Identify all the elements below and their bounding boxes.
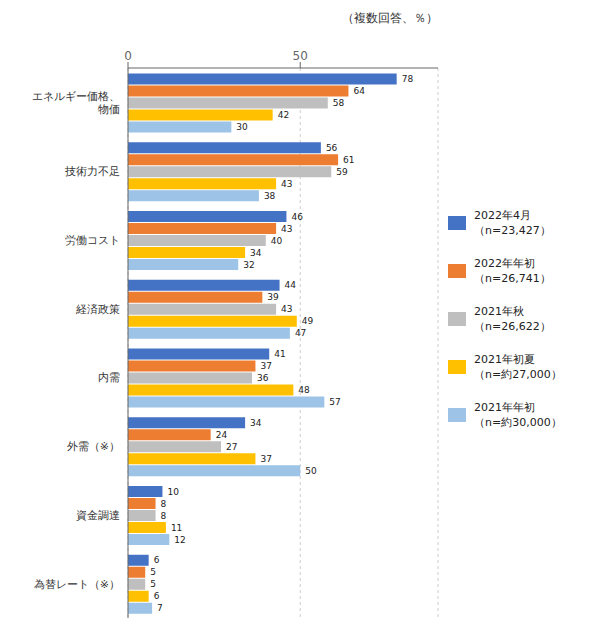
html-text:2021年秋 （n=26,622）: 2021年秋 （n=26,622） (474, 305, 551, 333)
svg-text:12: 12 (174, 535, 185, 545)
svg-text:44: 44 (285, 280, 297, 290)
html-text:（複数回答、％）: （複数回答、％） (342, 11, 438, 25)
html-text:2022年年初 （n=26,741）: 2022年年初 （n=26,741） (474, 257, 551, 285)
svg-text:37: 37 (260, 361, 271, 371)
svg-text:34: 34 (250, 248, 262, 258)
svg-text:技術力不足: 技術力不足 (64, 165, 120, 178)
svg-text:43: 43 (281, 179, 292, 189)
svg-text:78: 78 (402, 74, 414, 84)
svg-text:50: 50 (305, 466, 317, 476)
svg-text:外需（※）: 外需（※） (67, 440, 120, 453)
svg-text:43: 43 (281, 224, 292, 234)
svg-text:経済政策: 経済政策 (75, 303, 120, 316)
svg-text:30: 30 (236, 122, 248, 132)
svg-text:8: 8 (161, 499, 167, 509)
svg-text:0: 0 (124, 49, 132, 63)
html-text:2021年年初 （n=約30,000）: 2021年年初 （n=約30,000） (474, 401, 562, 429)
svg-text:6: 6 (154, 591, 160, 601)
svg-text:64: 64 (353, 86, 365, 96)
svg-text:39: 39 (267, 292, 279, 302)
svg-text:48: 48 (298, 385, 310, 395)
svg-text:47: 47 (295, 328, 306, 338)
svg-text:7: 7 (157, 603, 163, 613)
svg-text:41: 41 (274, 349, 285, 359)
svg-text:61: 61 (343, 155, 354, 165)
svg-text:38: 38 (264, 191, 276, 201)
svg-text:エネルギー価格、物価: エネルギー価格、物価 (32, 90, 120, 116)
svg-text:10: 10 (167, 487, 179, 497)
svg-text:32: 32 (243, 260, 254, 270)
svg-text:労働コスト: 労働コスト (65, 234, 120, 247)
svg-text:11: 11 (171, 523, 182, 533)
svg-text:27: 27 (226, 442, 237, 452)
svg-text:58: 58 (333, 98, 345, 108)
html-text:2022年4月 （n=23,427）: 2022年4月 （n=23,427） (474, 209, 551, 237)
svg-text:40: 40 (271, 236, 283, 246)
svg-text:49: 49 (302, 316, 314, 326)
svg-text:内需: 内需 (98, 371, 120, 384)
svg-text:50: 50 (293, 49, 308, 63)
svg-text:為替レート（※）: 為替レート（※） (34, 578, 120, 591)
svg-text:43: 43 (281, 304, 292, 314)
svg-text:5: 5 (150, 567, 156, 577)
svg-text:6: 6 (154, 555, 160, 565)
svg-text:46: 46 (291, 212, 303, 222)
svg-text:5: 5 (150, 579, 156, 589)
svg-text:56: 56 (326, 143, 338, 153)
svg-text:37: 37 (260, 454, 271, 464)
svg-text:8: 8 (161, 511, 167, 521)
html-text:2021年初夏 （n=約27,000）: 2021年初夏 （n=約27,000） (474, 353, 562, 381)
svg-text:資金調達: 資金調達 (76, 509, 120, 522)
svg-text:24: 24 (216, 430, 228, 440)
svg-text:36: 36 (257, 373, 269, 383)
svg-text:59: 59 (336, 167, 348, 177)
svg-text:34: 34 (250, 418, 262, 428)
svg-text:42: 42 (278, 110, 289, 120)
svg-text:57: 57 (329, 397, 340, 407)
